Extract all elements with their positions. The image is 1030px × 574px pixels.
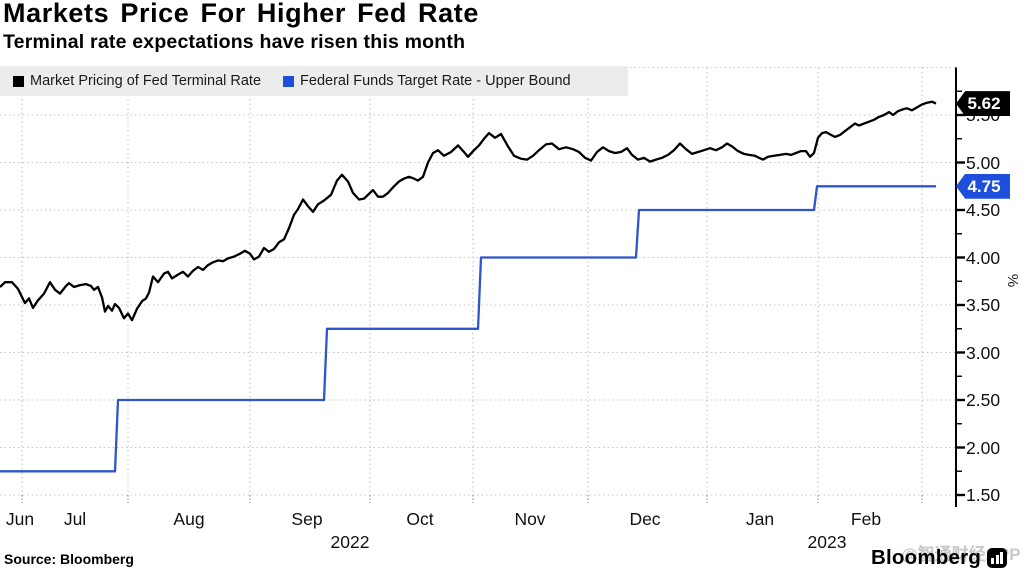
x-month-label: Jan	[745, 509, 775, 529]
bloomberg-logo-text: Bloomberg	[871, 546, 981, 569]
black-square-icon	[13, 75, 24, 87]
x-month-label: Sep	[291, 509, 323, 529]
legend-item-fed: Federal Funds Target Rate - Upper Bound	[283, 73, 571, 89]
y-tick-label: 3.00	[966, 342, 1001, 363]
x-month-label: Jul	[63, 509, 87, 529]
legend-label-market: Market Pricing of Fed Terminal Rate	[30, 73, 262, 89]
bloomberg-badge-icon	[987, 548, 1007, 568]
x-month-label: Feb	[850, 509, 882, 529]
blue-square-icon	[283, 75, 295, 87]
y-tick-label: 2.00	[966, 437, 1001, 458]
y-tick-label: 5.00	[966, 152, 1001, 173]
y-tick-label: 4.50	[966, 200, 1001, 220]
chart-title: Markets Price For Higher Fed Rate	[3, 0, 479, 28]
fed-funds-step-line	[0, 185, 936, 473]
legend-item-market: Market Pricing of Fed Terminal Rate	[13, 73, 261, 89]
y-tick-label: 3.50	[966, 295, 1001, 315]
x-month-label: Aug	[173, 509, 205, 529]
market-pricing-line	[0, 100, 937, 322]
legend-label-fed: Federal Funds Target Rate - Upper Bound	[300, 73, 571, 89]
y-tick-label: 4.00	[966, 247, 1001, 268]
x-month-label: Jun	[5, 509, 35, 529]
x-month-label: Dec	[629, 509, 661, 529]
x-month-label: Nov	[514, 509, 546, 529]
y-tick-label: 2.50	[966, 390, 1001, 410]
source-note: Source: Bloomberg	[4, 551, 134, 567]
last-value-tag-market: 5.62	[956, 91, 1010, 117]
x-year-label: 2022	[330, 532, 370, 552]
legend: Market Pricing of Fed Terminal Rate Fede…	[0, 66, 628, 96]
chart-subtitle: Terminal rate expectations have risen th…	[3, 31, 466, 53]
last-value-tag-fed: 4.75	[956, 173, 1010, 199]
x-year-label: 2023	[807, 532, 847, 552]
y-tick-label: 1.50	[966, 485, 1001, 505]
bloomberg-logo: Bloomberg	[871, 546, 1007, 570]
x-month-label: Oct	[406, 509, 434, 529]
